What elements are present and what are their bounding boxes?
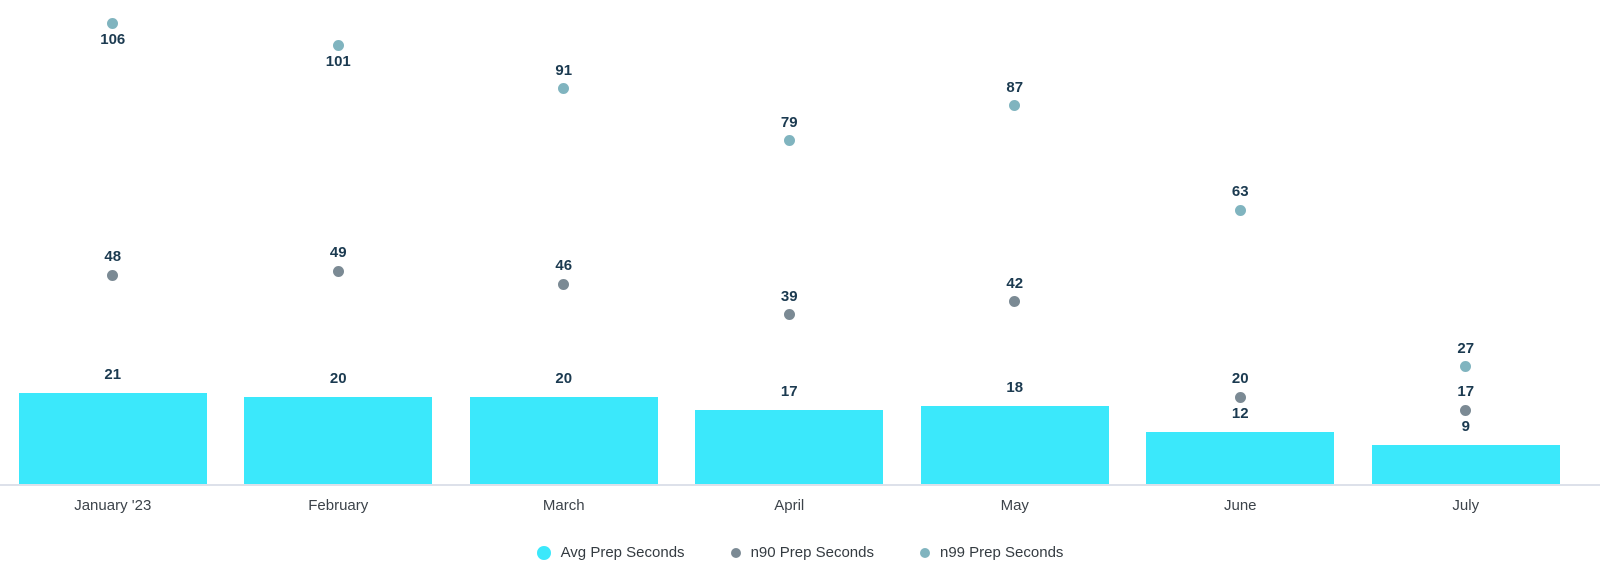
bar-february[interactable] xyxy=(244,397,433,484)
x-axis-labels: January '23 February March April May June July xyxy=(0,497,1579,517)
bar-april[interactable] xyxy=(695,410,884,484)
n90-value-label: 49 xyxy=(329,244,347,262)
n99-dot[interactable] xyxy=(1009,100,1021,112)
legend-item-n99-prep-seconds[interactable]: n99 Prep Seconds xyxy=(919,543,1064,563)
legend-label: n99 Prep Seconds xyxy=(939,544,1064,561)
n90-dot[interactable] xyxy=(558,278,570,290)
legend-label: n90 Prep Seconds xyxy=(750,544,874,561)
n99-value-label: 87 xyxy=(1006,78,1024,96)
bar-value-label: 20 xyxy=(555,370,573,387)
n99-dot[interactable] xyxy=(1234,204,1246,216)
n90-dot[interactable] xyxy=(783,309,795,321)
bar-value-label: 21 xyxy=(104,366,122,383)
n99-value-label: 27 xyxy=(1457,339,1475,357)
n99-dot[interactable] xyxy=(107,17,119,29)
bar-may[interactable] xyxy=(920,406,1109,484)
x-axis-label-february: February xyxy=(308,497,369,514)
x-axis-label-may: May xyxy=(1000,497,1029,514)
n99-dot[interactable] xyxy=(783,135,795,147)
n90-value-label: 17 xyxy=(1457,383,1475,401)
bar-march[interactable] xyxy=(469,397,658,484)
n99-dot[interactable] xyxy=(332,39,344,51)
n90-value-label: 46 xyxy=(555,257,573,275)
legend-item-avg-prep-seconds[interactable]: Avg Prep Seconds xyxy=(536,543,685,563)
n90-value-label: 39 xyxy=(780,287,798,305)
bar-value-label: 9 xyxy=(1461,418,1470,435)
n90-dot[interactable] xyxy=(1460,404,1472,416)
n90-dot[interactable] xyxy=(1009,296,1021,307)
n90-dot[interactable] xyxy=(107,269,119,281)
bar-value-label: 17 xyxy=(780,383,798,400)
n99-value-label: 106 xyxy=(100,31,126,49)
n90-dot[interactable] xyxy=(332,265,344,277)
legend: Avg Prep Seconds n90 Prep Seconds n99 Prep… xyxy=(0,542,1600,564)
n99-dot[interactable] xyxy=(1460,361,1472,373)
n99-value-label: 63 xyxy=(1231,183,1249,201)
bar-january-23[interactable] xyxy=(18,393,207,484)
n99-value-label: 91 xyxy=(555,61,573,79)
bar-july[interactable] xyxy=(1371,445,1560,484)
bar-value-label: 12 xyxy=(1231,405,1249,422)
n90-value-label: 48 xyxy=(104,248,122,266)
n90-dot[interactable] xyxy=(1234,391,1246,403)
bar-value-label: 20 xyxy=(329,370,347,387)
point-series-swatch-icon xyxy=(730,548,741,558)
n90-value-label: 42 xyxy=(1006,274,1024,292)
plot-area: 21 48 106 20 49 101 20 46 91 17 39 79 18 42 87 12 20 63 9 1… xyxy=(18,17,1560,484)
legend-label: Avg Prep Seconds xyxy=(560,544,685,561)
x-axis-label-january-23: January '23 xyxy=(74,497,152,514)
n99-dot[interactable] xyxy=(558,83,570,95)
x-axis-label-june: June xyxy=(1223,497,1257,514)
n99-value-label: 101 xyxy=(325,53,351,71)
bar-value-label: 18 xyxy=(1006,379,1024,396)
legend-item-n90-prep-seconds[interactable]: n90 Prep Seconds xyxy=(730,543,874,563)
x-axis-label-april: April xyxy=(774,497,805,514)
bar-june[interactable] xyxy=(1146,432,1335,484)
n99-value-label: 79 xyxy=(780,113,798,131)
x-axis-line xyxy=(0,484,1600,486)
n90-value-label: 20 xyxy=(1231,370,1249,388)
point-series-swatch-icon xyxy=(919,548,930,558)
bar-series-swatch-icon xyxy=(536,546,551,560)
x-axis-label-july: July xyxy=(1452,497,1480,514)
x-axis-label-march: March xyxy=(542,497,585,514)
